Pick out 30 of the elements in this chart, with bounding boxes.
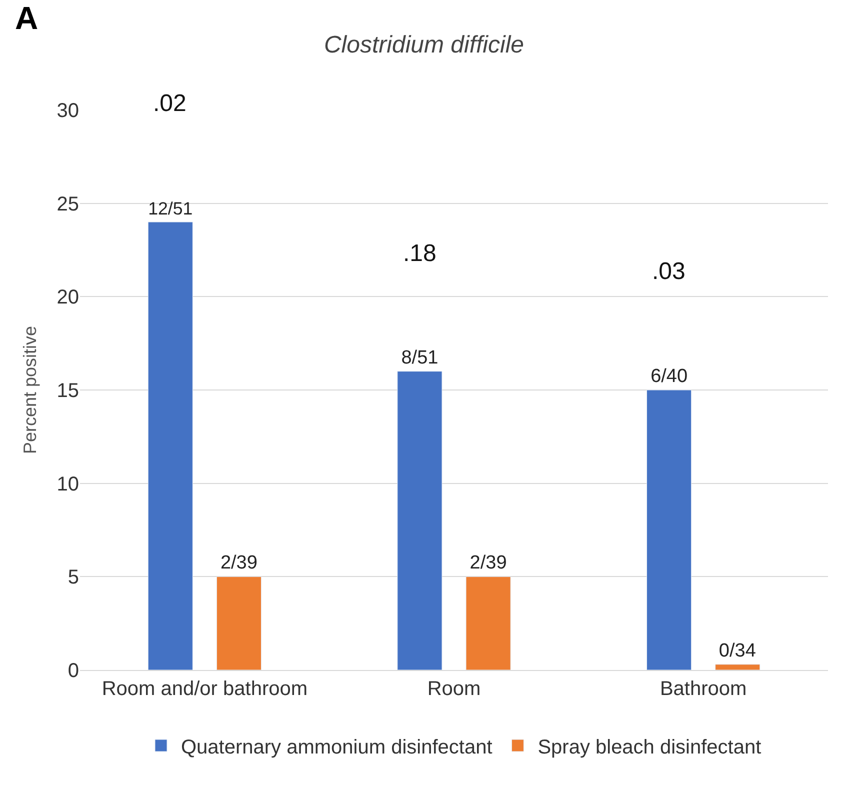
data-label: 12/51 (148, 198, 193, 218)
data-label: 2/39 (470, 552, 507, 574)
data-label: 8/51 (401, 347, 438, 368)
y-axis-title: Percent positive (20, 326, 40, 454)
y-tick-label: 20 (56, 286, 79, 309)
data-label: 2/39 (220, 552, 258, 574)
y-tick-label: 0 (68, 660, 79, 682)
legend-label: Spray bleach disinfectant (538, 736, 762, 758)
y-tick-label: 25 (56, 193, 79, 216)
bar (216, 576, 262, 670)
annotation: .02 (153, 90, 186, 117)
y-tick-label: 15 (56, 380, 79, 402)
chart-title: Clostridium difficile (324, 31, 524, 58)
y-tick-label: 5 (68, 566, 79, 589)
x-tick-label: Room (427, 678, 481, 700)
x-tick-label: Bathroom (660, 678, 747, 700)
bar (646, 390, 692, 670)
data-label: 6/40 (650, 366, 688, 387)
bar (397, 371, 442, 670)
x-tick-label: Room and/or bathroom (102, 678, 308, 700)
bar (715, 664, 760, 670)
bar (466, 576, 511, 670)
annotation: .18 (403, 240, 436, 267)
legend-label: Quaternary ammonium disinfectant (181, 736, 493, 758)
bar (148, 222, 193, 670)
y-tick-label: 10 (56, 473, 79, 496)
data-label: 0/34 (718, 640, 756, 662)
y-tick-label: 30 (56, 100, 79, 122)
text: A (15, 0, 38, 36)
annotation: .03 (652, 258, 686, 285)
